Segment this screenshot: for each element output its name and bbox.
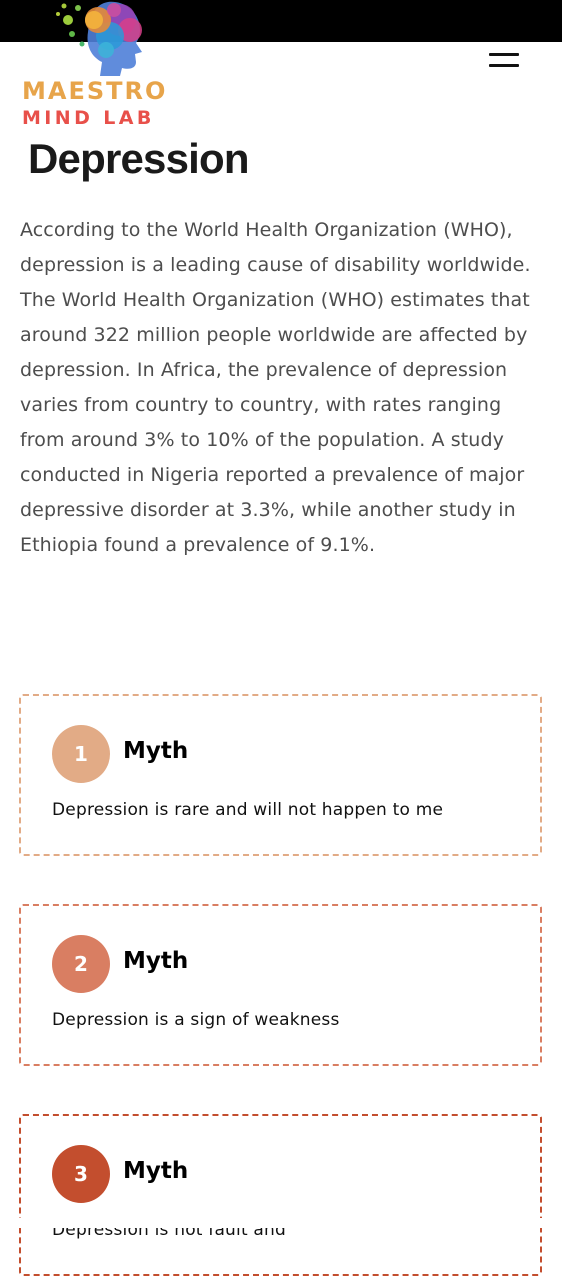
site-header: MAESTRO MIND LAB xyxy=(0,0,562,135)
intro-paragraph: According to the World Health Organizati… xyxy=(20,219,531,556)
myth-number-badge: 1 xyxy=(52,725,110,783)
myth-title: Myth xyxy=(123,948,189,974)
myth-card-2: 2 Myth Depression is a sign of weakness xyxy=(19,904,542,1066)
menu-bar-bottom xyxy=(489,64,519,67)
myth-card-1: 1 Myth Depression is rare and will not h… xyxy=(19,694,542,856)
menu-bar-top xyxy=(489,53,519,56)
myth-number-badge: 3 xyxy=(52,1145,110,1203)
brain-head-logo-icon xyxy=(56,1,142,76)
hamburger-menu-icon[interactable] xyxy=(484,48,524,72)
brand-logo[interactable]: MAESTRO MIND LAB xyxy=(20,0,170,130)
myth-title: Myth xyxy=(123,738,189,764)
brand-name-line1: MAESTRO xyxy=(22,77,168,105)
myth-title: Myth xyxy=(123,1158,189,1184)
brand-name-line2: MIND LAB xyxy=(22,107,155,129)
myth-number-badge: 2 xyxy=(52,935,110,993)
myth-text: Depression is a sign of weakness xyxy=(52,1010,340,1030)
myth-card-3: 3 Myth Depression is not fault and xyxy=(19,1114,542,1276)
page-title: Depression xyxy=(28,135,250,182)
myth-text: Depression is rare and will not happen t… xyxy=(52,800,444,820)
viewport-bottom-edge xyxy=(0,1218,562,1228)
